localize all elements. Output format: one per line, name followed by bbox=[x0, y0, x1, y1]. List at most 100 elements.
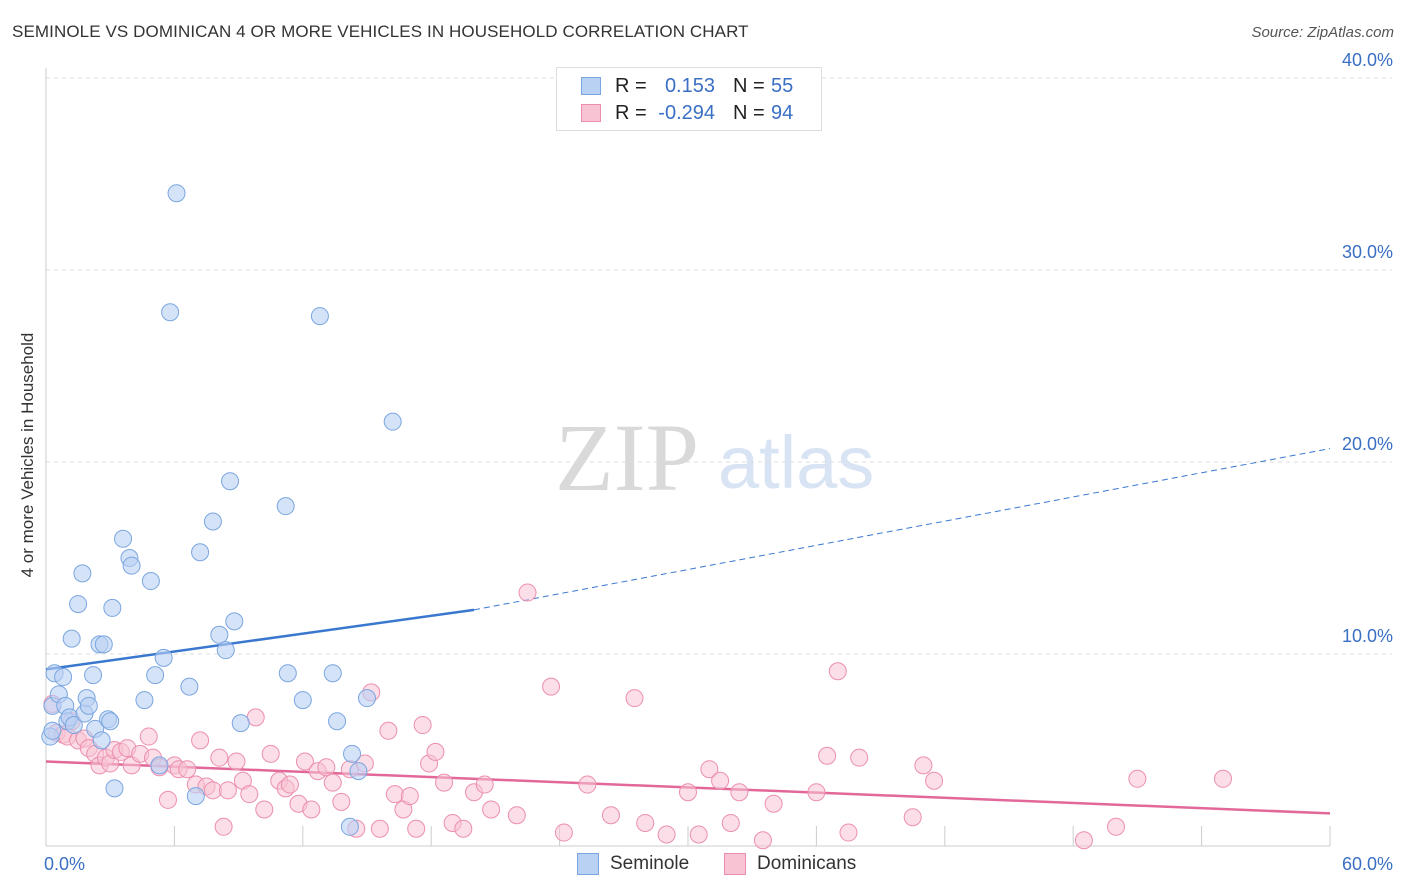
seminole-point bbox=[62, 629, 81, 648]
dominican-point bbox=[210, 748, 229, 767]
dominican-point bbox=[1074, 831, 1093, 850]
legend-label-seminole: Seminole bbox=[610, 853, 690, 874]
dominican-point bbox=[426, 742, 445, 761]
seminole-swatch bbox=[577, 853, 599, 875]
correlation-legend: R = 0.153 N = 55 R = -0.294 N = 94 bbox=[556, 67, 822, 131]
dominican-point bbox=[689, 825, 708, 844]
seminole-point bbox=[340, 817, 359, 836]
dominican-point bbox=[246, 708, 265, 727]
dominican-point bbox=[203, 781, 222, 800]
n-value: 94 bbox=[771, 102, 794, 124]
seminole-trendline bbox=[45, 608, 475, 671]
seminole-point bbox=[383, 412, 402, 431]
series-legend: Seminole Dominicans bbox=[0, 852, 1406, 878]
n-label: N = bbox=[733, 102, 765, 124]
seminole-point bbox=[349, 762, 368, 781]
dominican-point bbox=[839, 823, 858, 842]
seminole-point bbox=[328, 712, 347, 731]
dominican-point bbox=[903, 808, 922, 827]
seminole-point bbox=[64, 716, 83, 735]
seminole-point bbox=[180, 677, 199, 696]
dominican-point bbox=[280, 775, 299, 794]
seminole-point bbox=[191, 543, 210, 562]
seminole-point bbox=[43, 721, 62, 740]
seminole-point bbox=[161, 303, 180, 322]
seminole-point bbox=[210, 625, 229, 644]
dominican-point bbox=[818, 746, 837, 765]
dominican-point bbox=[317, 758, 336, 777]
dominican-point bbox=[679, 783, 697, 802]
chart-title: SEMINOLE VS DOMINICAN 4 OR MORE VEHICLES… bbox=[12, 22, 749, 41]
seminole-point bbox=[167, 184, 186, 203]
seminole-point bbox=[92, 731, 111, 750]
dominican-point bbox=[700, 760, 719, 779]
dominican-point bbox=[625, 689, 644, 708]
r-value: 0.153 bbox=[664, 75, 715, 97]
dominican-point bbox=[711, 771, 730, 790]
watermark-atlas: atlas bbox=[718, 421, 874, 504]
seminole-point bbox=[154, 648, 173, 667]
n-label: N = bbox=[733, 75, 765, 97]
seminole-point bbox=[278, 664, 297, 683]
seminole-point bbox=[216, 641, 235, 660]
y-tick-label: 20.0% bbox=[1342, 434, 1393, 454]
dominican-point bbox=[850, 748, 869, 767]
x-tick-label: 0.0% bbox=[44, 854, 85, 874]
dominican-point bbox=[730, 783, 749, 802]
dominican-point bbox=[227, 752, 246, 771]
y-tick-label: 40.0% bbox=[1342, 50, 1393, 70]
dominican-point bbox=[1107, 817, 1125, 836]
seminole-point bbox=[94, 635, 113, 654]
y-tick-label: 30.0% bbox=[1342, 242, 1393, 262]
dominican-point bbox=[657, 825, 676, 844]
dominican-point bbox=[302, 800, 321, 819]
dominican-point bbox=[475, 775, 494, 794]
seminole-point bbox=[84, 666, 103, 685]
dominican-point bbox=[385, 785, 404, 804]
y-tick-label: 10.0% bbox=[1342, 626, 1393, 646]
seminole-point bbox=[54, 668, 73, 687]
dominican-point bbox=[191, 731, 210, 750]
source-credit: Source: ZipAtlas.com bbox=[1251, 24, 1394, 41]
dominican-point bbox=[261, 744, 280, 763]
n-value: 55 bbox=[771, 75, 794, 97]
dominican-point bbox=[554, 823, 573, 842]
dominican-point bbox=[158, 790, 177, 809]
seminole-point bbox=[69, 595, 88, 614]
seminole-point bbox=[101, 712, 120, 731]
dominicans-swatch bbox=[581, 104, 601, 122]
dominican-point bbox=[400, 787, 419, 806]
x-tick-label: 60.0% bbox=[1342, 854, 1393, 874]
seminole-point bbox=[186, 787, 205, 806]
seminole-point bbox=[79, 696, 98, 715]
dominican-point bbox=[601, 806, 620, 825]
dominican-point bbox=[323, 773, 342, 792]
dominican-point bbox=[379, 721, 398, 740]
seminole-point bbox=[358, 689, 376, 708]
dominican-point bbox=[214, 817, 233, 836]
seminole-point bbox=[293, 691, 312, 710]
dominican-point bbox=[518, 583, 537, 602]
dominican-point bbox=[178, 760, 197, 779]
seminole-point bbox=[135, 691, 154, 710]
seminole-point bbox=[150, 756, 169, 775]
dominican-point bbox=[828, 662, 847, 681]
legend-label-dominicans: Dominicans bbox=[757, 853, 857, 874]
dominican-point bbox=[139, 727, 158, 746]
seminole-point bbox=[343, 744, 362, 763]
dominican-point bbox=[753, 831, 772, 850]
dominican-point bbox=[435, 773, 454, 792]
seminole-point bbox=[105, 779, 124, 798]
dominican-point bbox=[1128, 769, 1147, 788]
dominican-point bbox=[914, 756, 933, 775]
seminole-point bbox=[122, 556, 141, 575]
dominican-point bbox=[454, 819, 473, 838]
dominican-point bbox=[332, 792, 351, 811]
dominican-point bbox=[764, 794, 783, 813]
dominican-point bbox=[482, 800, 501, 819]
dominican-point bbox=[636, 813, 655, 832]
dominican-point bbox=[370, 819, 389, 838]
seminole-point bbox=[276, 497, 295, 516]
r-label: R = bbox=[615, 75, 647, 97]
